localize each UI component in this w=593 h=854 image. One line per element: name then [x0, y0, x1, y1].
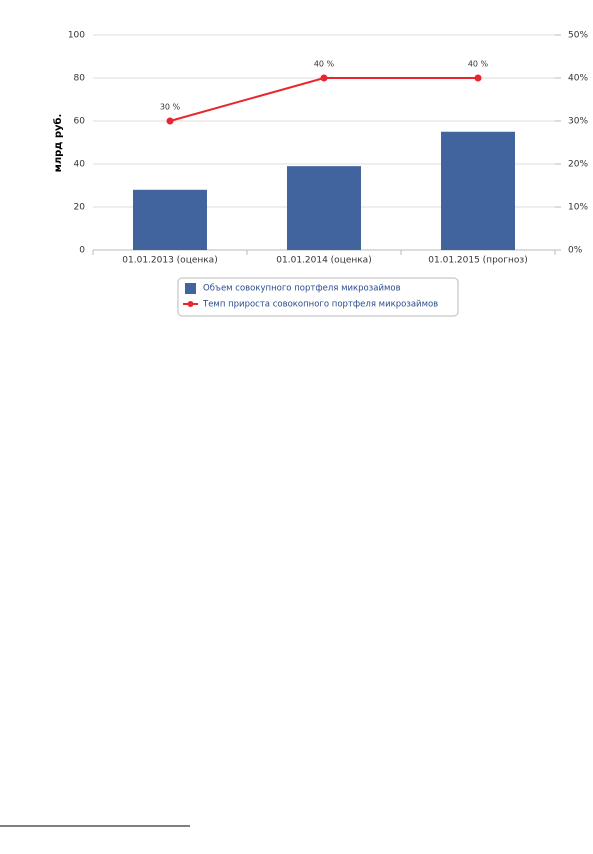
line-marker: [320, 74, 328, 82]
bar: [441, 131, 515, 250]
x-tick-label: 01.01.2015 (прогноз): [428, 256, 527, 266]
line-marker: [166, 117, 174, 125]
data-label: 40 %: [468, 60, 489, 69]
y-tick-label: 20: [74, 203, 86, 213]
y-axis-label: млрд руб.: [52, 114, 64, 173]
bar: [287, 166, 361, 250]
y2-tick-label: 40%: [568, 74, 588, 84]
data-label: 30 %: [160, 103, 181, 112]
y2-tick-label: 20%: [568, 160, 588, 170]
line: [169, 77, 478, 122]
y-tick-label: 40: [74, 160, 86, 170]
y2-tick-label: 50%: [568, 31, 588, 41]
legend-swatch: [187, 301, 194, 307]
y-tick-label: 100: [68, 31, 85, 41]
y2-tick-label: 0%: [568, 246, 583, 256]
y-tick-label: 80: [74, 74, 86, 84]
y2-tick-label: 10%: [568, 203, 588, 213]
x-tick-label: 01.01.2014 (оценка): [276, 256, 371, 266]
x-tick-label: 01.01.2013 (оценка): [122, 256, 217, 266]
legend-swatch: [185, 283, 196, 294]
line-marker: [474, 74, 482, 82]
legend-label: Объем совокупного портфеля микрозаймов: [203, 284, 401, 294]
bar: [133, 189, 207, 250]
data-label: 40 %: [314, 60, 335, 69]
legend-box: [177, 277, 459, 317]
y2-tick-label: 30%: [568, 117, 588, 127]
legend-label: Темп прироста совокопного портфеля микро…: [202, 300, 438, 310]
y-tick-label: 60: [74, 117, 86, 127]
y-tick-label: 0: [79, 246, 85, 256]
